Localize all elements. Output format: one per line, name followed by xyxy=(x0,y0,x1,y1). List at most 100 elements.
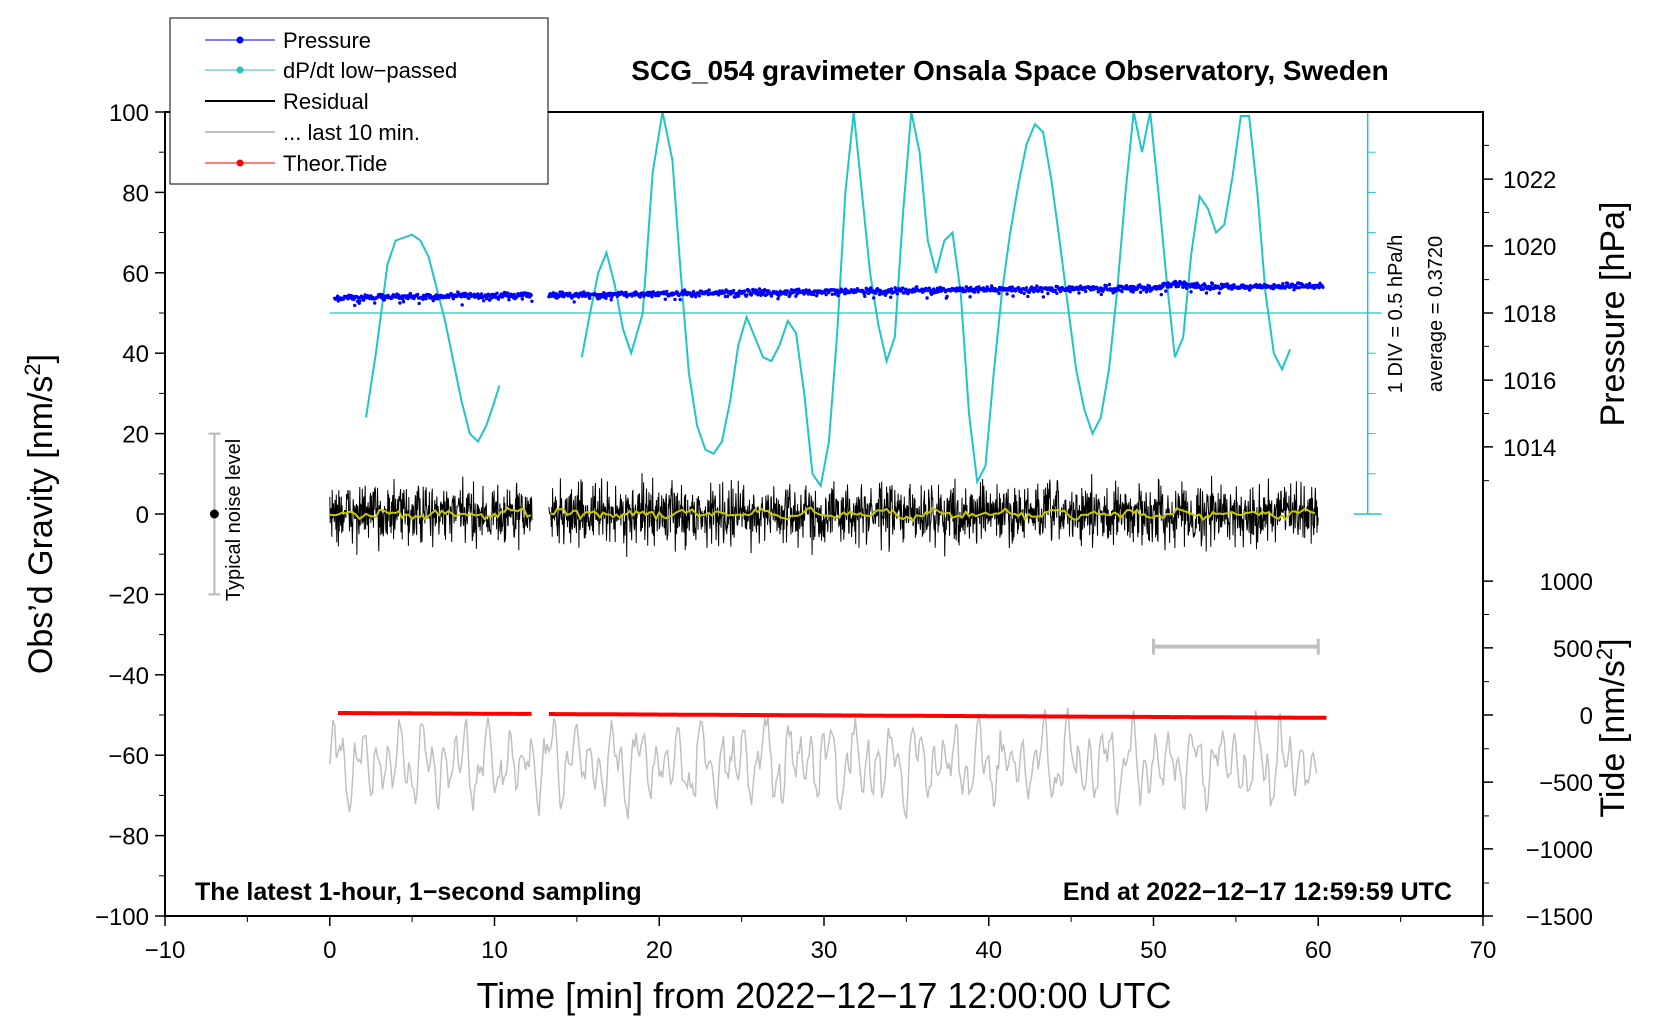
legend-label-dpdt: dP/dt low−passed xyxy=(283,58,457,83)
legend-marker-pressure xyxy=(236,36,244,44)
pressure-point xyxy=(382,298,387,302)
pressure-point xyxy=(1104,284,1109,288)
tide-tick-label: 500 xyxy=(1553,636,1593,663)
pressure-point xyxy=(597,296,602,300)
y-axis-label-tide: Tide [nm/s2] xyxy=(1592,638,1632,817)
y-tick-label: −100 xyxy=(95,904,149,931)
tide-tick-label: −1500 xyxy=(1526,904,1593,931)
pressure-point xyxy=(925,296,929,300)
annotation-right: End at 2022−12−17 12:59:59 UTC xyxy=(1063,878,1452,906)
tide-tick-label: 0 xyxy=(1580,703,1593,730)
pressure-point xyxy=(757,287,762,291)
legend-marker-dpdt xyxy=(236,66,244,74)
tide-tick-label: −500 xyxy=(1539,770,1593,797)
pressure-point xyxy=(1077,291,1081,295)
pressure-point xyxy=(932,287,936,291)
legend-label-residual: Residual xyxy=(283,89,369,114)
pressure-point xyxy=(1232,283,1236,287)
legend-label-tide: Theor.Tide xyxy=(283,151,387,176)
x-tick-label: −10 xyxy=(145,937,186,964)
pressure-point xyxy=(1022,291,1026,296)
pressure-point xyxy=(737,294,741,298)
pressure-point xyxy=(1281,282,1285,286)
series-pressure-points xyxy=(333,279,1325,308)
noise-bar-center xyxy=(209,509,219,519)
legend-label-last10: ... last 10 min. xyxy=(283,120,420,145)
pressure-point xyxy=(863,290,868,295)
pressure-point xyxy=(1041,295,1046,299)
pressure-point xyxy=(725,294,730,299)
pressure-point xyxy=(1026,294,1030,299)
pressure-point xyxy=(969,285,973,290)
pressure-point xyxy=(707,288,711,292)
pressure-point xyxy=(604,296,608,300)
pressure-point xyxy=(1120,289,1124,294)
y-axis-label-pressure: Pressure [hPa] xyxy=(1594,202,1632,427)
pressure-point xyxy=(743,289,747,293)
pressure-point xyxy=(1102,287,1106,291)
pressure-point xyxy=(638,295,642,299)
pressure-point xyxy=(353,303,357,308)
pressure-point xyxy=(1046,291,1050,296)
pressure-point xyxy=(1321,285,1325,289)
y-tick-label: 80 xyxy=(122,180,149,207)
series-theor-tide-line xyxy=(338,711,1327,720)
pressure-point xyxy=(479,292,484,296)
pressure-point xyxy=(1164,289,1168,293)
pressure-point xyxy=(1138,290,1143,294)
x-tick-label: 50 xyxy=(1140,937,1167,964)
axes-layer: −10 0 10 20 30 40 50 60 70−100−80−60−40−20020406… xyxy=(95,100,1593,964)
pressure-point xyxy=(530,299,534,303)
pressure-point xyxy=(609,298,613,302)
pressure-point xyxy=(1032,290,1036,294)
pressure-point xyxy=(678,297,682,302)
pressure-point xyxy=(529,293,533,297)
series-dpdt-line xyxy=(580,111,1292,489)
pressure-point xyxy=(1011,294,1015,298)
pressure-point xyxy=(1055,291,1059,295)
pressure-point xyxy=(1005,292,1009,296)
pressure-point xyxy=(976,290,980,294)
pressure-point xyxy=(485,296,489,301)
pressure-point xyxy=(777,294,781,298)
pressure-point xyxy=(1035,284,1039,288)
pressure-point xyxy=(691,290,696,294)
pressure-point xyxy=(1159,292,1164,297)
pressure-point xyxy=(1144,290,1149,294)
y-tick-label: 20 xyxy=(122,422,149,449)
tide-tick-label: 1000 xyxy=(1540,569,1593,596)
pressure-point xyxy=(572,300,576,304)
pressure-point xyxy=(1053,288,1058,292)
pressure-point xyxy=(938,285,943,290)
pressure-point xyxy=(874,291,878,295)
pressure-point xyxy=(588,296,592,300)
pressure-point xyxy=(1201,287,1206,291)
pressure-point xyxy=(396,293,401,297)
series-residual-smoothed-line xyxy=(329,506,1316,523)
pressure-point xyxy=(895,292,900,296)
scale-label-div: 1 DIV = 0.5 hPa/h xyxy=(1385,235,1407,393)
legend-marker-tide xyxy=(236,159,244,167)
pressure-point xyxy=(417,301,421,306)
pressure-point xyxy=(1024,286,1029,290)
pressure-point xyxy=(1184,286,1189,290)
pressure-point xyxy=(1210,282,1215,286)
series-dpdt-line xyxy=(365,233,501,444)
x-tick-label: 70 xyxy=(1470,937,1497,964)
y-tick-label: 40 xyxy=(122,341,149,368)
pressure-point xyxy=(1010,285,1014,289)
chart-title: SCG_054 gravimeter Onsala Space Observat… xyxy=(631,55,1388,86)
legend-label-pressure: Pressure xyxy=(283,28,371,53)
pressure-point xyxy=(811,292,816,297)
x-tick-label: 30 xyxy=(811,937,838,964)
annotation-left: The latest 1-hour, 1−second sampling xyxy=(195,878,642,906)
legend: Pressure dP/dt low−passed Residual ... l… xyxy=(169,17,549,185)
x-tick-label: 40 xyxy=(975,937,1002,964)
pressure-point xyxy=(745,293,749,297)
pressure-point xyxy=(893,286,897,290)
pressure-point xyxy=(769,294,774,298)
pressure-point xyxy=(900,286,905,290)
pressure-point xyxy=(1297,286,1301,290)
pressure-point xyxy=(1317,285,1321,290)
pressure-point xyxy=(872,296,876,300)
